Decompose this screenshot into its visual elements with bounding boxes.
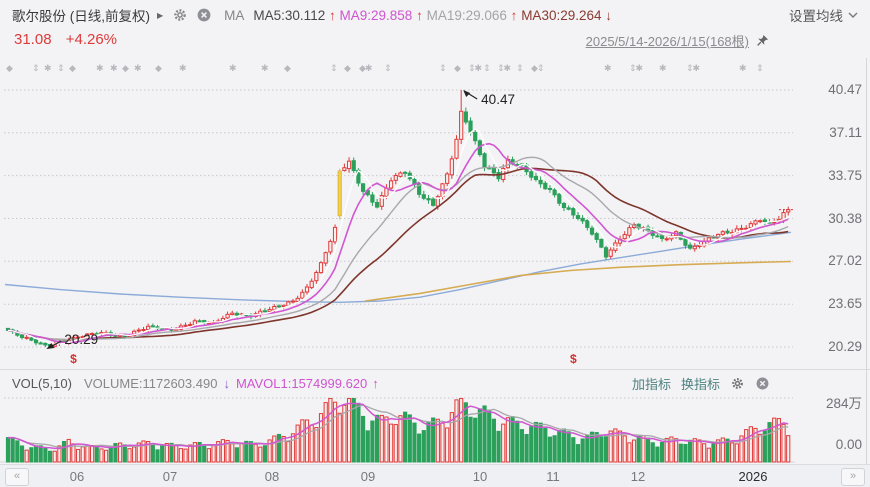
date-range-link[interactable]: 2025/5/14-2026/1/15(168根)	[585, 34, 749, 49]
event-icon[interactable]: ⇕	[32, 63, 39, 73]
ma30-value: MA30:29.264 ↓	[521, 7, 613, 23]
long-ma-line	[364, 260, 792, 302]
price-axis-label: 33.75	[828, 167, 862, 183]
event-icon[interactable]: ✱	[110, 63, 117, 73]
time-axis-label: 11	[546, 469, 560, 484]
chart-header: 歌尔股份 (日线,前复权) ▶ MA MA5:30.112 ↑ MA9:29.8…	[0, 0, 870, 28]
low-annotation: 20.29	[64, 332, 98, 347]
long-ma-line	[4, 231, 792, 304]
volume-axis-max: 284万	[825, 396, 862, 411]
event-icon[interactable]: ⇕	[384, 63, 391, 73]
volume-header: VOL(5,10) VOLUME:1172603.490 ↓ MAVOL1:15…	[0, 373, 870, 393]
ma9-value: MA9:29.858 ↑	[339, 7, 423, 23]
chevron-down-icon	[848, 12, 858, 18]
gear-icon[interactable]	[172, 8, 187, 23]
event-icon[interactable]: ✱	[659, 63, 666, 73]
mavol1-arrow: ↑	[372, 375, 379, 391]
volume-value: VOLUME:1172603.490	[83, 375, 218, 391]
expand-triangle-icon[interactable]: ▶	[157, 10, 164, 20]
panel-divider	[0, 369, 870, 370]
event-marker-row: ◆ ⇕ ✱ ⇕ ◆ ✱ ✱ ◆ ✱ ◆ ✱ ✱ ✱ ◆ ⇕ ◆ ◆✱ ⇕ ⇕ ◆ ⇕✱ ⇕ ⇕✱ ⇕ ◆⇕ ✱ ⇕✱ ✱ ⇕✱ ✱ ⇕	[0, 63, 795, 76]
ma9-line	[7, 142, 789, 344]
event-icon[interactable]: ◆	[122, 63, 129, 73]
event-icon[interactable]: ⇕	[439, 63, 446, 73]
vol-indicator-label: VOL(5,10)	[12, 375, 72, 391]
main-price-chart[interactable]: 40.47 20.29 $ $	[0, 60, 870, 372]
pin-icon[interactable]	[755, 33, 770, 48]
price-axis-label: 37.11	[829, 124, 862, 140]
volume-chart[interactable]	[0, 394, 870, 464]
time-axis-label: 12	[630, 469, 646, 484]
ma-indicator-label: MA	[224, 7, 245, 23]
right-edge-line	[866, 58, 867, 487]
event-icon[interactable]: ✱	[44, 63, 51, 73]
event-icon[interactable]: ◆⇕	[531, 63, 545, 73]
event-icon[interactable]: ⇕	[483, 63, 490, 73]
event-icon[interactable]: ◆	[454, 63, 461, 73]
event-icon[interactable]: ⇕	[330, 63, 337, 73]
scroll-right-button[interactable]: »	[841, 468, 865, 486]
price-axis-label: 20.29	[828, 339, 862, 354]
event-icon[interactable]: ⇕✱	[686, 63, 700, 73]
price-axis-label: 23.65	[828, 296, 862, 312]
time-axis-label: 10	[472, 469, 488, 484]
event-icon[interactable]: ◆	[344, 63, 351, 73]
last-price-and-change: 31.08 +4.26%	[14, 31, 117, 48]
volume-close-icon[interactable]	[755, 376, 770, 391]
high-annotation: 40.47	[481, 92, 515, 107]
ma5-value: MA5:30.112 ↑	[253, 7, 336, 23]
ma19-line	[7, 156, 789, 341]
time-axis-label: 2026	[738, 469, 768, 484]
event-icon[interactable]: ◆✱	[359, 63, 373, 73]
event-icon[interactable]: ◆	[155, 63, 162, 73]
event-icon[interactable]: ⇕	[516, 63, 523, 73]
event-icon[interactable]: ✱	[96, 63, 103, 73]
event-icon[interactable]: ◆	[6, 63, 13, 73]
time-axis: « 06 07 08 09 10 11 12 2026 »	[0, 464, 870, 487]
event-icon[interactable]: ⇕✱	[497, 63, 511, 73]
mavol2-line	[8, 404, 789, 448]
event-icon[interactable]: ⇕✱	[629, 63, 643, 73]
event-icon[interactable]: ✱	[179, 63, 186, 73]
event-icon[interactable]: ◆	[284, 63, 291, 73]
event-icon[interactable]: ⇕✱	[468, 63, 482, 73]
event-icon[interactable]: ✱	[134, 63, 141, 73]
time-axis-label: 06	[69, 469, 85, 484]
close-icon[interactable]	[196, 8, 211, 23]
switch-indicator-button[interactable]: 换指标	[680, 376, 720, 392]
dividend-marker[interactable]: $	[570, 352, 577, 366]
price-axis-label: 40.47	[828, 82, 862, 97]
time-axis-label: 07	[162, 469, 178, 484]
change-percent: +4.26%	[65, 31, 118, 48]
ma30-line	[7, 167, 789, 341]
volume-axis-min: 0.00	[835, 437, 862, 452]
ma-settings-label: 设置均线	[789, 9, 843, 24]
ma-settings-button[interactable]: 设置均线	[789, 5, 858, 25]
symbol-title[interactable]: 歌尔股份 (日线,前复权)	[12, 9, 150, 24]
event-icon[interactable]: ✱	[739, 63, 746, 73]
event-icon[interactable]: ◆	[69, 63, 76, 73]
event-icon[interactable]: ✱	[261, 63, 268, 73]
price-axis-label: 30.38	[828, 210, 862, 226]
dividend-marker[interactable]: $	[70, 352, 77, 366]
ma-values: MA5:30.112 ↑ MA9:29.858 ↑ MA19:29.066 ↑ …	[253, 8, 612, 23]
event-icon[interactable]: ✱	[604, 63, 611, 73]
event-icon[interactable]: ⇕	[57, 63, 64, 73]
price-axis-label: 27.02	[828, 253, 862, 269]
volume-gear-icon[interactable]	[730, 376, 745, 391]
time-axis-label: 09	[360, 469, 376, 484]
add-indicator-button[interactable]: 加指标	[631, 376, 671, 392]
mavol1-line	[8, 402, 789, 450]
ma5-line	[7, 128, 789, 345]
volume-arrow: ↓	[223, 375, 230, 391]
scroll-left-button[interactable]: «	[5, 468, 29, 486]
last-price: 31.08	[14, 31, 52, 48]
ma19-value: MA19:29.066 ↑	[426, 7, 518, 23]
event-icon[interactable]: ✱	[229, 63, 236, 73]
time-axis-label: 08	[264, 469, 280, 484]
mavol1-value: MAVOL1:1574999.620	[235, 375, 368, 391]
event-icon[interactable]: ⇕	[756, 63, 763, 73]
